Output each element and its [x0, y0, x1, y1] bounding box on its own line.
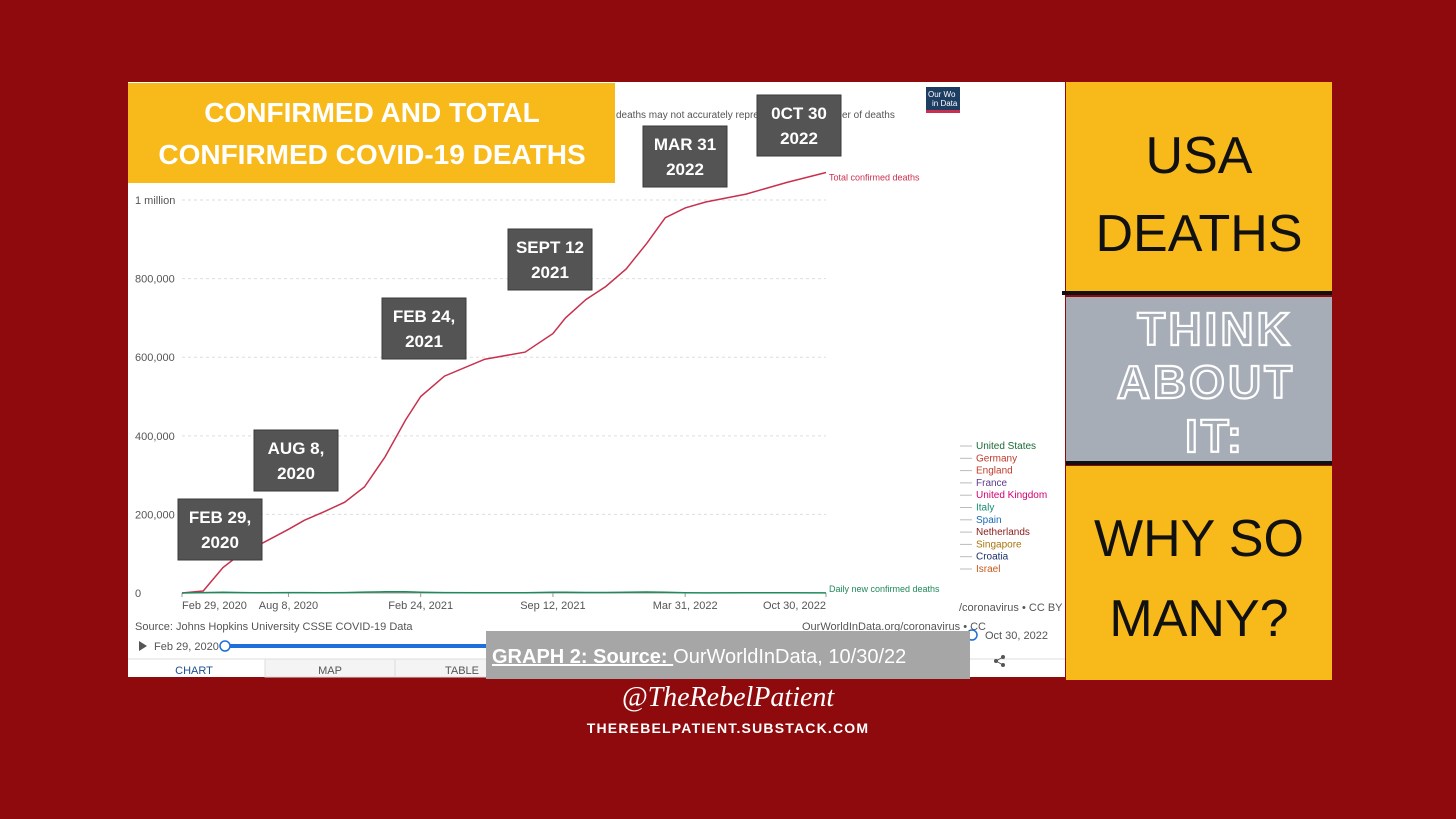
annotation-text: 2021 — [405, 332, 443, 351]
x-tick-label: Feb 24, 2021 — [388, 600, 453, 612]
x-tick-label: Mar 31, 2022 — [653, 600, 718, 612]
sidebar-text: DEATHS — [1095, 205, 1302, 263]
sidebar-bottom — [1066, 466, 1332, 680]
subtitle: deaths may not accurately repres — [616, 110, 764, 121]
annotation: MAR 31 2022 — [642, 125, 728, 188]
x-tick-label: Feb 29, 2020 — [182, 600, 247, 612]
logo-text: in Data — [932, 99, 958, 108]
annotation-text: MAR 31 — [654, 135, 716, 154]
caption-label: GRAPH 2: Source: — [492, 646, 673, 668]
license: /coronavirus • CC BY — [959, 602, 1063, 614]
y-tick-label: 0 — [135, 588, 141, 600]
legend-label: Italy — [976, 503, 994, 514]
series-label: Daily new confirmed deaths — [829, 584, 940, 594]
plot: 0 200,000 400,000 600,000 800,000 1 million Fe… — [135, 171, 940, 612]
annotation-text: SEPT 12 — [516, 238, 584, 257]
caption: GRAPH 2: Source: OurWorldInData, 10/30/2… — [492, 646, 906, 668]
annotation-text: FEB 24, — [393, 307, 455, 326]
sidebar-text: MANY? — [1109, 590, 1288, 648]
legend-label: Netherlands — [976, 527, 1030, 538]
y-tick-label: 200,000 — [135, 509, 175, 521]
legend-label: Israel — [976, 564, 1000, 575]
start-date: Feb 29, 2020 — [154, 641, 219, 653]
sidebar-middle — [1066, 297, 1332, 461]
annotation: FEB 24, 2021 — [381, 297, 467, 360]
play-button[interactable] — [139, 641, 147, 651]
y-tick-label: 400,000 — [135, 431, 175, 443]
subtitle: er of deaths — [842, 110, 895, 121]
sidebar-top — [1066, 82, 1332, 291]
handle: @TheRebelPatient — [622, 682, 836, 713]
logo-text: Our Wo — [928, 90, 956, 99]
annotation-box — [507, 228, 593, 291]
share-icon[interactable] — [994, 655, 1005, 667]
annotation-text: 2021 — [531, 263, 569, 282]
sidebar-text: USA — [1146, 127, 1253, 185]
annotation: 0CT 30 2022 — [756, 94, 842, 157]
tab-label[interactable]: CHART — [175, 665, 213, 677]
tab-label[interactable]: MAP — [318, 665, 342, 677]
y-tick-label: 800,000 — [135, 274, 175, 286]
annotation-box — [253, 429, 339, 492]
legend-label: Spain — [976, 515, 1002, 526]
source: Source: Johns Hopkins University CSSE CO… — [135, 621, 413, 633]
legend-label: Croatia — [976, 552, 1009, 563]
annotation-text: 2020 — [277, 464, 315, 483]
neon-text: IT: — [1185, 410, 1245, 462]
legend-label: England — [976, 466, 1013, 477]
annotation-box — [642, 125, 728, 188]
logo-bar — [926, 110, 960, 113]
x-tick-label: Oct 30, 2022 — [763, 600, 826, 612]
legend-label: Singapore — [976, 539, 1022, 550]
annotation-text: 2022 — [666, 160, 704, 179]
annotation: SEPT 12 2021 — [507, 228, 593, 291]
annotation-text: 2022 — [780, 129, 818, 148]
series-line — [181, 171, 827, 594]
chart-title: CONFIRMED AND TOTAL — [204, 97, 539, 128]
legend-label: France — [976, 478, 1008, 489]
legend-label: United States — [976, 441, 1036, 452]
title-box — [128, 83, 615, 183]
annotation: FEB 29, 2020 — [177, 498, 263, 561]
url: THEREBELPATIENT.SUBSTACK.COM — [587, 720, 870, 736]
annotation-box — [177, 498, 263, 561]
x-tick-label: Sep 12, 2021 — [520, 600, 585, 612]
legend-label: Germany — [976, 453, 1017, 464]
annotations: FEB 29, 2020 AUG 8, 2020 FEB 24, 2021 SEPT 12 2… — [177, 94, 842, 561]
series-label: Total confirmed deaths — [829, 173, 920, 183]
annotation-text: AUG 8, — [268, 439, 325, 458]
sidebar-text: WHY SO — [1094, 510, 1304, 568]
slider-handle[interactable] — [219, 640, 231, 652]
annotation-text: FEB 29, — [189, 508, 251, 527]
annotation-box — [756, 94, 842, 157]
annotation-text: 0CT 30 — [771, 104, 827, 123]
y-tick-label: 600,000 — [135, 352, 175, 364]
caption-box — [486, 631, 970, 679]
site: OurWorldInData.org/coronavirus • CC — [802, 621, 986, 633]
neon-text: ABOUT — [1117, 356, 1296, 408]
logo — [926, 87, 960, 113]
caption-text: OurWorldInData, 10/30/22 — [673, 646, 906, 668]
y-tick-label: 1 million — [135, 195, 175, 207]
tab-label[interactable]: TABLE — [445, 665, 479, 677]
legend-label: United Kingdom — [976, 490, 1047, 501]
x-tick-label: Aug 8, 2020 — [259, 600, 318, 612]
series-line — [181, 590, 827, 594]
annotation-text: 2020 — [201, 533, 239, 552]
end-date: Oct 30, 2022 — [985, 630, 1048, 642]
annotation-box — [381, 297, 467, 360]
chart-title: CONFIRMED COVID-19 DEATHS — [158, 139, 585, 170]
neon-text: THINK — [1137, 303, 1293, 355]
annotation: AUG 8, 2020 — [253, 429, 339, 492]
